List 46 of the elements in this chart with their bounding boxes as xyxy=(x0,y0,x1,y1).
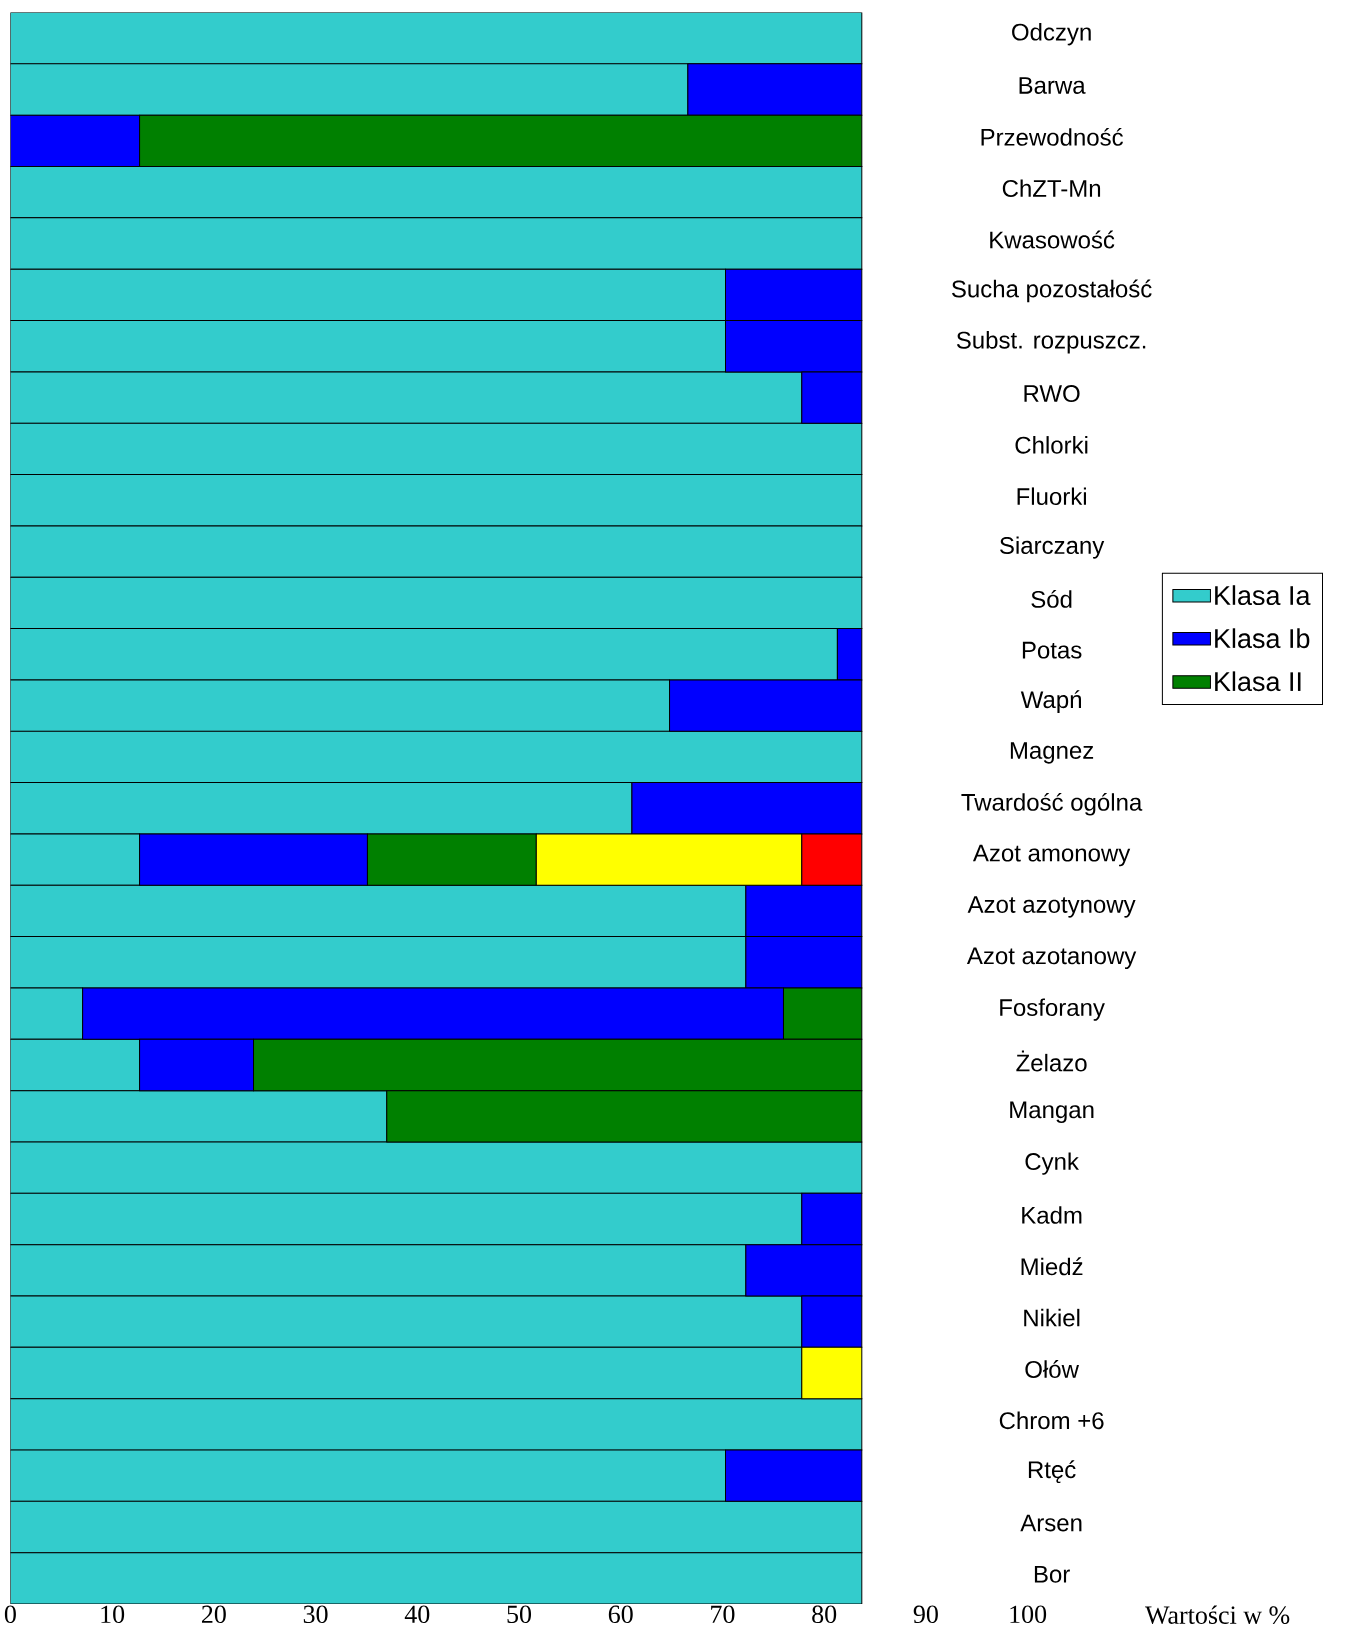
x-tick-label: 100 xyxy=(1010,1605,1047,1624)
y-tick-label: Azot amonowy xyxy=(972,844,1131,867)
x-tick-label: 0 xyxy=(4,1605,16,1624)
legend-label: Klasa II xyxy=(1215,671,1301,692)
y-tick-label: Bor xyxy=(1034,1565,1070,1583)
y-tick-label: Barwa xyxy=(1019,77,1086,94)
x-tick-label: 90 xyxy=(913,1605,938,1624)
x-tick-label: 80 xyxy=(812,1605,837,1624)
x-tick-label: 40 xyxy=(404,1605,430,1624)
x-tick-label: 10 xyxy=(101,1605,125,1624)
y-tick-label: ChZT-Mn xyxy=(1002,179,1101,198)
legend-label: Klasa Ib xyxy=(1215,628,1310,649)
y-tick-label: Przewodność xyxy=(981,127,1123,146)
y-tick-label: Fosforany xyxy=(1000,998,1105,1021)
y-tick-label: Magnez xyxy=(1010,742,1094,764)
y-tick-label: Fluorki xyxy=(1017,487,1086,506)
y-tick-label: Sucha pozostałość xyxy=(951,279,1152,303)
y-tick-label: Kwasowość xyxy=(990,230,1115,249)
y-tick-label: Żelazo xyxy=(1016,1050,1087,1072)
y-tick-label: Mangan xyxy=(1010,1101,1094,1124)
y-tick-label: Nikiel xyxy=(1024,1308,1080,1327)
y-tick-label: Azot azotanowy xyxy=(966,947,1137,970)
y-tick-label: Miedź xyxy=(1021,1257,1083,1276)
y-tick-label: Ołów xyxy=(1025,1360,1080,1378)
y-tick-label: Potas xyxy=(1022,641,1082,659)
y-tick-label: Wapń xyxy=(1020,690,1081,713)
y-tick-label: Kadm xyxy=(1022,1206,1082,1224)
x-tick-label: 30 xyxy=(303,1605,328,1624)
x-tick-label: 70 xyxy=(711,1605,735,1624)
y-tick-label: Chrom +6 xyxy=(999,1411,1104,1430)
y-tick-label: Arsen xyxy=(1020,1514,1082,1532)
legend-label: Klasa Ia xyxy=(1215,585,1311,606)
y-tick-label: Rtęć xyxy=(1028,1460,1076,1484)
x-tick-label: 60 xyxy=(608,1605,633,1624)
y-tick-label: Odczyn xyxy=(1012,23,1091,46)
y-tick-label: RWO xyxy=(1024,385,1080,403)
y-tick-label: Siarczany xyxy=(1000,536,1105,559)
x-axis-title: Wartości w % xyxy=(1145,1605,1290,1625)
y-tick-label: Sód xyxy=(1031,589,1072,608)
y-tick-label: Chlorki xyxy=(1015,436,1088,454)
x-tick-label: 20 xyxy=(201,1605,226,1624)
y-tick-label: Twardość ogólna xyxy=(961,792,1143,816)
y-tick-label: Subst. rozpuszcz. xyxy=(956,331,1146,354)
x-tick-label: 50 xyxy=(507,1605,532,1624)
y-tick-label: Azot azotynowy xyxy=(967,896,1136,918)
y-tick-label: Cynk xyxy=(1025,1152,1079,1175)
